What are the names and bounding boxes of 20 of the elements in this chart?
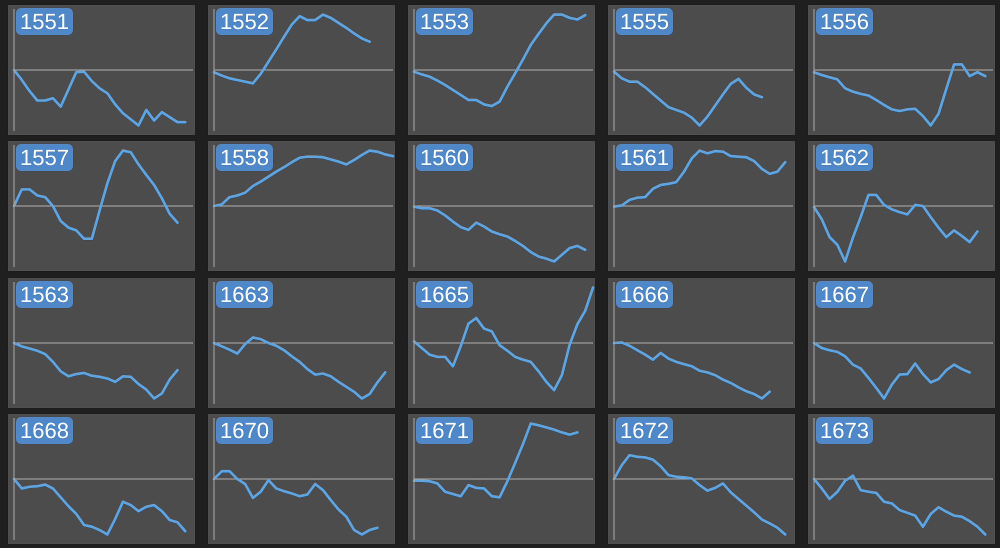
chart-title: 1555 xyxy=(616,8,673,35)
chart-title: 1668 xyxy=(16,416,73,444)
chart-title: 1552 xyxy=(216,8,273,35)
chart-title: 1671 xyxy=(416,416,473,444)
chart-title: 1551 xyxy=(16,8,73,35)
chart-title: 1562 xyxy=(816,144,873,172)
chart-title: 1563 xyxy=(16,280,73,308)
chart-title: 1667 xyxy=(816,280,873,308)
chart-title: 1560 xyxy=(416,144,473,172)
chart-title: 1561 xyxy=(616,144,673,172)
chart-title: 1666 xyxy=(616,280,673,308)
chart-title: 1557 xyxy=(16,144,73,172)
chart-title: 1663 xyxy=(216,280,273,308)
chart-title: 1558 xyxy=(216,144,273,172)
chart-title: 1670 xyxy=(216,416,273,444)
chart-title: 1556 xyxy=(816,8,873,35)
chart-title: 1672 xyxy=(616,416,673,444)
chart-title: 1553 xyxy=(416,8,473,35)
chart-title: 1673 xyxy=(816,416,873,444)
chart-title: 1665 xyxy=(416,280,473,308)
